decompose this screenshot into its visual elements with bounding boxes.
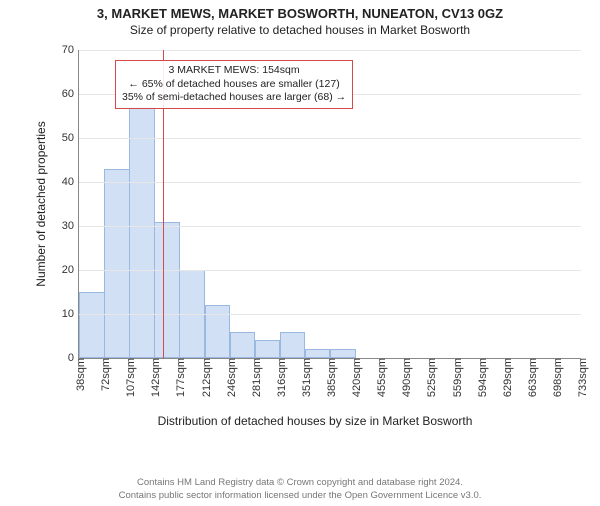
y-tick-label: 40 [62, 176, 79, 188]
histogram-bar [330, 349, 356, 358]
gridline [79, 50, 581, 51]
y-tick-label: 10 [62, 308, 79, 320]
x-tick-label: 281sqm [247, 358, 263, 397]
gridline [79, 138, 581, 139]
histogram-bar [154, 222, 180, 358]
x-tick-label: 455sqm [372, 358, 388, 397]
gridline [79, 270, 581, 271]
footer-line-1: Contains HM Land Registry data © Crown c… [0, 477, 600, 489]
x-tick-label: 107sqm [121, 358, 137, 397]
x-tick-label: 698sqm [548, 358, 564, 397]
x-tick-label: 212sqm [197, 358, 213, 397]
histogram-bar [280, 332, 306, 358]
x-tick-label: 559sqm [448, 358, 464, 397]
gridline [79, 182, 581, 183]
y-tick-label: 30 [62, 220, 79, 232]
y-axis-title: Number of detached properties [34, 121, 48, 286]
y-tick-label: 70 [62, 44, 79, 56]
y-tick-label: 60 [62, 88, 79, 100]
chart-container: Number of detached properties 0102030405… [50, 50, 580, 410]
x-axis-title: Distribution of detached houses by size … [50, 414, 580, 428]
footer-attribution: Contains HM Land Registry data © Crown c… [0, 477, 600, 502]
annotation-line: 35% of semi-detached houses are larger (… [122, 91, 346, 105]
x-tick-label: 316sqm [272, 358, 288, 397]
x-tick-label: 420sqm [347, 358, 363, 397]
histogram-bar [255, 340, 281, 358]
x-tick-label: 733sqm [573, 358, 589, 397]
histogram-bar [129, 107, 155, 358]
chart-title-sub: Size of property relative to detached ho… [0, 23, 600, 37]
x-tick-label: 351sqm [297, 358, 313, 397]
chart-title-main: 3, MARKET MEWS, MARKET BOSWORTH, NUNEATO… [0, 6, 600, 21]
x-tick-label: 177sqm [171, 358, 187, 397]
annotation-line: ← 65% of detached houses are smaller (12… [122, 78, 346, 92]
histogram-bar [305, 349, 331, 358]
annotation-line: 3 MARKET MEWS: 154sqm [122, 64, 346, 78]
x-tick-label: 490sqm [397, 358, 413, 397]
histogram-bar [79, 292, 105, 358]
histogram-bar [104, 169, 130, 358]
histogram-bar [230, 332, 256, 358]
x-tick-label: 72sqm [96, 358, 112, 391]
x-tick-label: 38sqm [71, 358, 87, 391]
x-tick-label: 385sqm [322, 358, 338, 397]
plot-area: Number of detached properties 0102030405… [78, 50, 581, 359]
footer-line-2: Contains public sector information licen… [0, 490, 600, 502]
y-tick-label: 20 [62, 264, 79, 276]
x-tick-label: 525sqm [422, 358, 438, 397]
gridline [79, 314, 581, 315]
x-tick-label: 629sqm [498, 358, 514, 397]
y-tick-label: 50 [62, 132, 79, 144]
gridline [79, 226, 581, 227]
annotation-box: 3 MARKET MEWS: 154sqm← 65% of detached h… [115, 60, 353, 109]
x-tick-label: 663sqm [523, 358, 539, 397]
x-tick-label: 246sqm [222, 358, 238, 397]
x-tick-label: 142sqm [146, 358, 162, 397]
x-tick-label: 594sqm [473, 358, 489, 397]
